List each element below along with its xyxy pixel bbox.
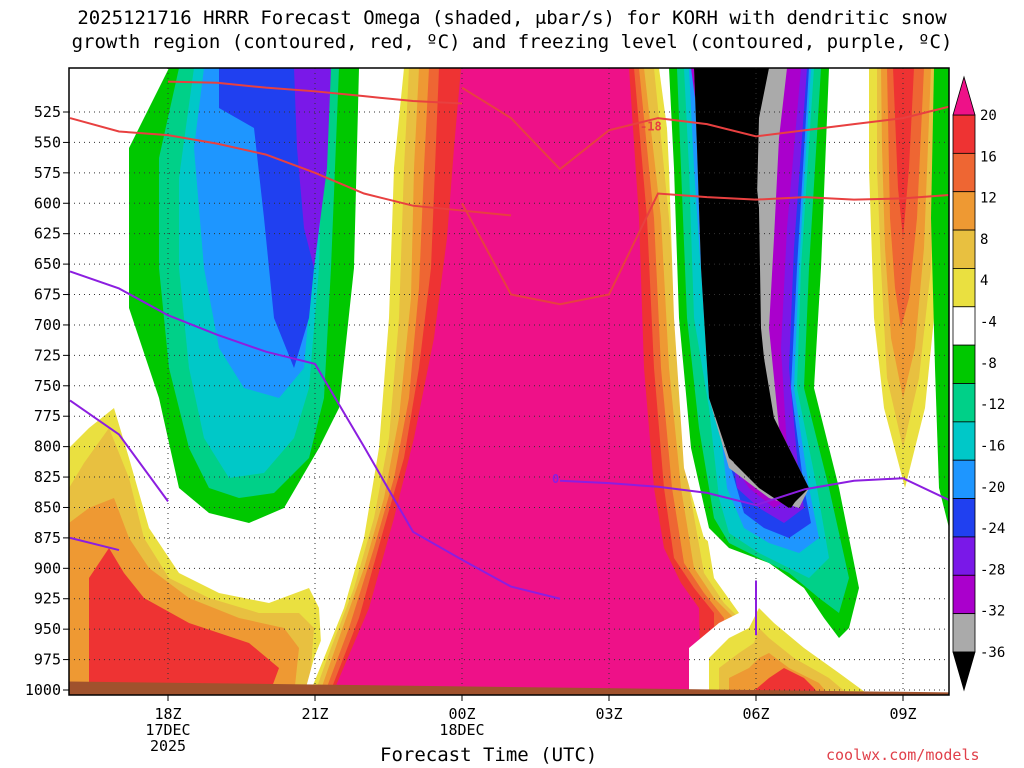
contour-dgz-line-3 bbox=[461, 86, 949, 171]
y-tick-label-675: 675 bbox=[34, 286, 61, 304]
colorbar-label-0: 20 bbox=[980, 108, 997, 124]
x-tick-label-06Z: 06Z bbox=[742, 705, 769, 723]
y-tick-label-850: 850 bbox=[34, 498, 61, 516]
y-tick-label-550: 550 bbox=[34, 133, 61, 151]
y-tick-label-600: 600 bbox=[34, 194, 61, 212]
colorbar-label-11: -28 bbox=[980, 562, 1005, 578]
y-tick-label-800: 800 bbox=[34, 438, 61, 456]
plot-frame bbox=[68, 67, 950, 696]
y-tick-label-650: 650 bbox=[34, 255, 61, 273]
y-tick-label-950: 950 bbox=[34, 620, 61, 638]
terrain-ground bbox=[69, 681, 949, 695]
contour-freezing-line-1 bbox=[69, 399, 169, 502]
colorbar-label-6: -8 bbox=[980, 356, 997, 372]
colorbar-label-9: -20 bbox=[980, 480, 1005, 496]
x-tick-label-18Z: 18Z bbox=[154, 705, 181, 723]
colorbar: 20 16 12 8 4 -4 -8 -12 -16 -20 -24 -28 -32 -36 bbox=[952, 75, 1005, 692]
shade-red-low-right bbox=[749, 668, 819, 695]
colorbar-label-13: -36 bbox=[980, 645, 1005, 661]
colorbar-bin-4 bbox=[952, 268, 976, 308]
y-tick-label-725: 725 bbox=[34, 346, 61, 364]
x-tick-label-09Z: 09Z bbox=[889, 705, 916, 723]
y-axis: 525 550 575 600 625 650 675 700 725 750 775 800 825 8… bbox=[25, 103, 69, 699]
title-line-1: 2025121716 HRRR Forecast Omega (shaded, … bbox=[77, 7, 947, 29]
y-tick-label-825: 825 bbox=[34, 468, 61, 486]
shade-red-left-low bbox=[89, 548, 279, 695]
colorbar-label-10: -24 bbox=[980, 521, 1005, 537]
x-tick-label-00Z: 00Z bbox=[448, 705, 475, 723]
contour-label-freezing: 0 bbox=[552, 472, 559, 486]
contour-label-dgz: -18 bbox=[640, 119, 662, 133]
chart-title: 2025121716 HRRR Forecast Omega (shaded, … bbox=[0, 6, 1024, 54]
colorbar-label-1: 16 bbox=[980, 149, 997, 165]
colorbar-arrow-bottom bbox=[952, 651, 976, 692]
colorbar-bin-6 bbox=[952, 344, 976, 384]
colorbar-label-7: -12 bbox=[980, 397, 1005, 413]
colorbar-label-2: 12 bbox=[980, 191, 997, 207]
y-tick-label-525: 525 bbox=[34, 103, 61, 121]
contour-freezing-line-0 bbox=[69, 270, 561, 600]
colorbar-label-5: -4 bbox=[980, 315, 997, 331]
y-tick-label-750: 750 bbox=[34, 377, 61, 395]
omega-shading bbox=[69, 68, 949, 695]
x-axis-label: Forecast Time (UTC) bbox=[380, 744, 598, 766]
credit-link[interactable]: coolwx.com/models bbox=[826, 746, 980, 764]
colorbar-bin-3 bbox=[952, 229, 976, 269]
y-tick-label-925: 925 bbox=[34, 590, 61, 608]
y-tick-label-900: 900 bbox=[34, 559, 61, 577]
colorbar-bin-7 bbox=[952, 383, 976, 423]
colorbar-bin-13 bbox=[952, 613, 976, 653]
title-line-2: growth region (contoured, red, ºC) and f… bbox=[71, 31, 953, 53]
x-tick-sublabel-18Z: 17DEC bbox=[145, 721, 190, 739]
colorbar-label-12: -32 bbox=[980, 604, 1005, 620]
colorbar-bin-12 bbox=[952, 574, 976, 615]
contours: -18 0 bbox=[69, 80, 949, 636]
colorbar-bin-9 bbox=[952, 459, 976, 499]
colorbar-arrow-top bbox=[952, 75, 976, 116]
contour-dgz-line-1 bbox=[167, 80, 463, 105]
shade-black-core-b bbox=[701, 68, 809, 508]
y-tick-label-775: 775 bbox=[34, 407, 61, 425]
colorbar-bin-2 bbox=[952, 191, 976, 231]
contour-dgz-line-0 bbox=[69, 117, 512, 217]
colorbar-bin-0 bbox=[952, 114, 976, 154]
colorbar-label-3: 8 bbox=[980, 232, 988, 248]
x-tick-label-03Z: 03Z bbox=[595, 705, 622, 723]
y-tick-label-975: 975 bbox=[34, 651, 61, 669]
x-tick-label-21Z: 21Z bbox=[301, 705, 328, 723]
colorbar-bin-10 bbox=[952, 498, 976, 538]
colorbar-label-8: -16 bbox=[980, 438, 1005, 454]
y-tick-label-1000: 1000 bbox=[25, 681, 61, 699]
contour-freezing-line-2 bbox=[69, 536, 120, 552]
y-tick-label-875: 875 bbox=[34, 529, 61, 547]
x-tick-sublabel2-18Z: 2025 bbox=[150, 737, 186, 755]
colorbar-bin-1 bbox=[952, 152, 976, 193]
shade-purple-sink bbox=[294, 68, 331, 268]
shade-green-far-right bbox=[931, 68, 949, 528]
y-tick-label-575: 575 bbox=[34, 164, 61, 182]
colorbar-bin-11 bbox=[952, 536, 976, 576]
colorbar-bin-5 bbox=[952, 306, 976, 346]
x-tick-sublabel-00Z: 18DEC bbox=[439, 721, 484, 739]
plot-area: -18 0 bbox=[69, 68, 949, 695]
y-tick-label-700: 700 bbox=[34, 316, 61, 334]
contour-dgz-line-2 bbox=[461, 192, 949, 306]
colorbar-bin-8 bbox=[952, 421, 976, 461]
y-tick-label-625: 625 bbox=[34, 225, 61, 243]
contour-freezing-line-3 bbox=[559, 477, 949, 507]
colorbar-label-4: 4 bbox=[980, 273, 988, 289]
